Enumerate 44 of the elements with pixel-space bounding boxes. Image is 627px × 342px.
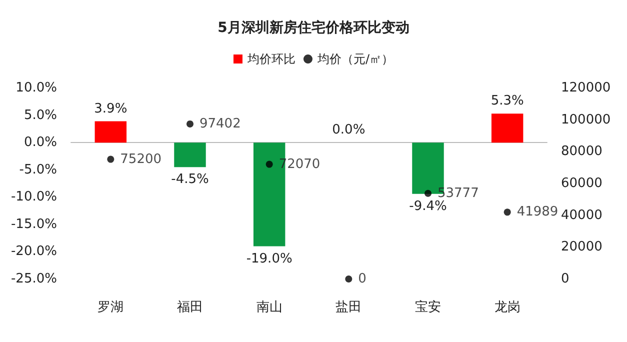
y2-tick-label: 100000 [561, 112, 611, 128]
y2-tick-label: 60000 [561, 176, 602, 191]
chart-title: 5月深圳新房住宅价格环比变动 [218, 19, 410, 36]
x-tick-label: 福田 [176, 300, 203, 315]
point [345, 276, 352, 282]
y-tick-label: 0.0% [24, 135, 57, 150]
y-tick-label: -25.0% [10, 272, 57, 286]
x-tick-label: 盐田 [336, 300, 362, 315]
legend-label: 均价（元/㎡） [316, 52, 394, 66]
data-label: 5.3% [490, 94, 524, 109]
data-label: 75200 [120, 152, 162, 167]
point [107, 156, 114, 163]
y2-tick-label: 80000 [561, 144, 602, 160]
point [186, 120, 194, 128]
data-label: 97402 [199, 116, 241, 132]
y2-tick-label: 40000 [561, 208, 602, 223]
point [266, 160, 273, 168]
data-label: 53777 [437, 186, 479, 201]
data-label: -19.0% [246, 251, 292, 266]
point [504, 208, 511, 216]
x-tick-label: 罗湖 [98, 300, 124, 315]
y-tick-label: -20.0% [10, 244, 57, 260]
data-label: -4.5% [171, 172, 209, 188]
y-tick-label: -5.0% [19, 162, 57, 178]
x-tick-label: 南山 [256, 300, 282, 315]
y-tick-label: 5.0% [24, 108, 57, 123]
data-label: 3.9% [94, 101, 128, 116]
bar [174, 142, 206, 168]
point [424, 190, 432, 197]
bar [491, 114, 524, 143]
y2-tick-label: 0 [561, 272, 570, 286]
y-tick-label: -15.0% [10, 216, 57, 232]
legend-label: 均价环比 [246, 52, 296, 66]
data-label: 0.0% [332, 122, 366, 138]
y2-tick-label: 20000 [561, 240, 602, 255]
data-label: 41989 [516, 204, 558, 220]
data-label: -9.4% [409, 198, 447, 214]
y-tick-label: -10.0% [10, 190, 57, 205]
x-tick-label: 宝安 [414, 299, 441, 315]
y2-tick-label: 120000 [561, 80, 611, 96]
bar [94, 121, 127, 143]
x-tick-label: 龙岗 [494, 300, 520, 315]
data-label: 0 [358, 272, 366, 286]
y-tick-label: 10.0% [16, 80, 57, 96]
